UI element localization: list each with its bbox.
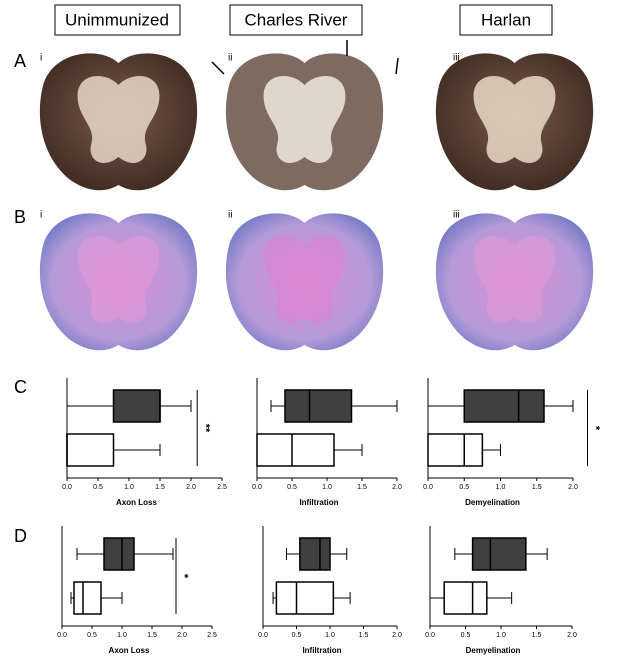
x-axis-label: Infiltration: [302, 646, 341, 655]
x-tick-label: 0.5: [87, 632, 97, 639]
x-tick-label: 0.5: [459, 484, 469, 491]
x-tick-label: 0.0: [425, 632, 435, 639]
x-tick-label: 1.5: [147, 632, 157, 639]
histology-image: [435, 53, 594, 191]
x-tick-label: 0.0: [252, 484, 262, 491]
x-tick-label: 0.5: [461, 632, 471, 639]
subpanel-label: ii: [228, 53, 232, 64]
x-axis-label: Axon Loss: [109, 646, 150, 655]
box: [275, 581, 335, 615]
x-tick-label: 0.5: [93, 484, 103, 491]
x-tick-label: 0.5: [292, 632, 302, 639]
box: [284, 389, 353, 423]
histology-image: [39, 53, 198, 191]
x-axis-label: Demyelination: [466, 646, 521, 655]
panel-label: A: [14, 51, 26, 71]
x-tick-label: 1.0: [124, 484, 134, 491]
box: [73, 581, 102, 615]
box: [299, 537, 331, 571]
x-axis-label: Axon Loss: [116, 498, 157, 507]
x-tick-label: 1.0: [117, 632, 127, 639]
subpanel-label: i: [40, 53, 42, 64]
column-header: Harlan: [481, 10, 531, 29]
x-tick-label: 1.5: [155, 484, 165, 491]
column-header: Charles River: [245, 10, 348, 29]
histology-image: [225, 53, 384, 191]
significance-label: *: [178, 574, 190, 579]
header-box: [54, 4, 181, 36]
box: [256, 433, 335, 467]
significance-label: **: [199, 424, 211, 433]
x-tick-label: 0.0: [258, 632, 268, 639]
x-tick-label: 0.0: [423, 484, 433, 491]
x-tick-label: 0.5: [287, 484, 297, 491]
x-tick-label: 1.5: [532, 632, 542, 639]
panel-label: C: [14, 377, 27, 397]
column-header: Unimmunized: [65, 10, 169, 29]
x-tick-label: 1.0: [322, 484, 332, 491]
x-tick-label: 0.0: [62, 484, 72, 491]
x-tick-label: 0.0: [57, 632, 67, 639]
panel-label: D: [14, 526, 27, 546]
arrows: [211, 40, 399, 75]
box: [471, 537, 527, 571]
significance-label: *: [590, 426, 602, 431]
x-tick-label: 1.5: [359, 632, 369, 639]
box: [443, 581, 488, 615]
x-tick-label: 1.0: [496, 484, 506, 491]
header-box: [229, 4, 363, 36]
subpanel-label: ii: [228, 210, 232, 221]
histology-image: [225, 213, 384, 351]
histology-image: [435, 213, 594, 351]
histology-image: [39, 213, 198, 351]
x-tick-label: 2.0: [177, 632, 187, 639]
x-axis-label: Demyelination: [465, 498, 520, 507]
x-tick-label: 2.0: [392, 484, 402, 491]
x-tick-label: 2.0: [186, 484, 196, 491]
x-tick-label: 1.5: [357, 484, 367, 491]
x-axis-label: Infiltration: [299, 498, 338, 507]
box: [66, 433, 115, 467]
header-box: [459, 4, 553, 36]
subpanel-label: i: [40, 210, 42, 221]
box: [103, 537, 135, 571]
x-tick-label: 1.5: [532, 484, 542, 491]
x-tick-label: 2.5: [207, 632, 217, 639]
subpanel-label: iii: [453, 210, 460, 221]
x-tick-label: 1.0: [496, 632, 506, 639]
x-tick-label: 2.0: [568, 484, 578, 491]
box: [463, 389, 545, 423]
panel-label: B: [14, 207, 26, 227]
x-tick-label: 2.0: [392, 632, 402, 639]
box: [112, 389, 161, 423]
x-tick-label: 1.0: [325, 632, 335, 639]
subpanel-label: iii: [453, 53, 460, 64]
box: [427, 433, 484, 467]
x-tick-label: 2.5: [217, 484, 227, 491]
x-tick-label: 2.0: [567, 632, 577, 639]
